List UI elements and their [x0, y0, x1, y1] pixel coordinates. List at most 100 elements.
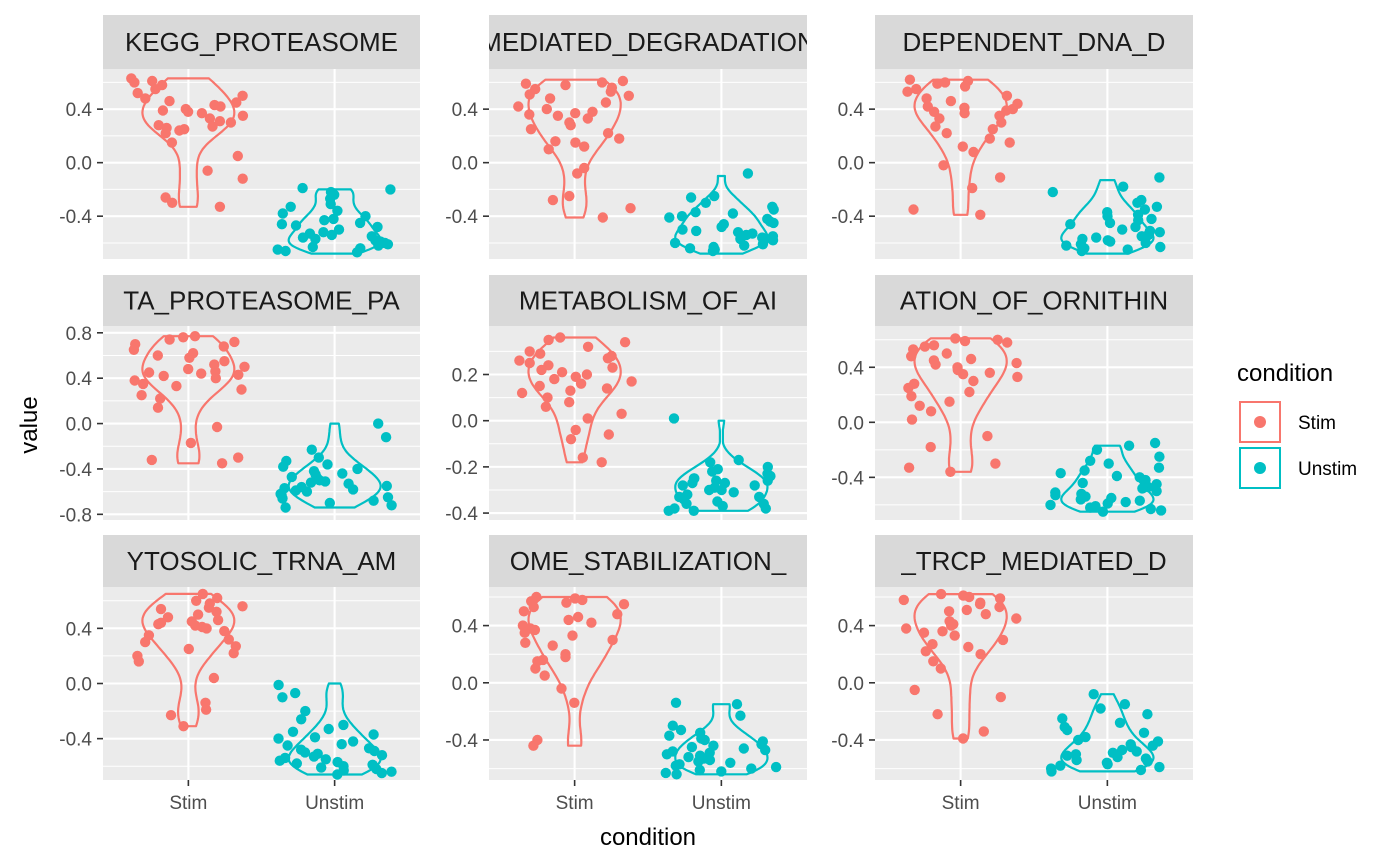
data-point-unstim	[280, 502, 291, 513]
data-point-stim	[570, 137, 581, 148]
data-point-unstim	[332, 769, 343, 780]
data-point-unstim	[1140, 237, 1151, 249]
y-tick-label: 0.0	[838, 154, 864, 175]
facet-strip	[489, 15, 807, 69]
data-point-stim	[901, 623, 912, 634]
data-point-unstim	[1091, 232, 1102, 243]
data-point-unstim	[707, 245, 719, 257]
facet-panel-6: ATION_OF_ORNITHIN 0.4 0.0 -0.4	[831, 275, 1193, 520]
data-point-stim	[166, 137, 178, 148]
data-point-stim	[233, 452, 244, 463]
data-point-stim	[908, 204, 919, 215]
y-tick-label: 0.4	[838, 100, 865, 121]
data-point-unstim	[1045, 499, 1056, 511]
data-point-stim	[957, 733, 969, 744]
data-point-stim	[129, 375, 140, 386]
data-point-stim	[540, 401, 552, 412]
facet-panel-7: YTOSOLIC_TRNA_AM 0.4 0.0 -0.4 Stim Unstim	[59, 535, 420, 814]
legend-entry-unstim: Unstim	[1237, 445, 1357, 491]
data-point-unstim	[1154, 172, 1165, 183]
data-point-stim	[228, 648, 239, 659]
data-point-stim	[543, 144, 554, 155]
data-point-stim	[162, 612, 174, 623]
data-point-stim	[968, 375, 979, 387]
data-point-unstim	[285, 201, 296, 212]
data-point-stim	[614, 133, 625, 144]
data-point-stim	[196, 368, 207, 379]
data-point-stim	[132, 87, 143, 99]
violin-unstim	[287, 188, 382, 255]
data-point-stim	[157, 105, 169, 116]
data-point-stim	[530, 663, 541, 674]
data-point-unstim	[381, 480, 392, 492]
data-point-stim	[935, 663, 946, 674]
data-point-stim	[967, 182, 978, 194]
data-point-unstim	[301, 486, 313, 497]
data-point-stim	[600, 97, 612, 108]
data-point-stim	[567, 630, 578, 641]
data-point-stim	[208, 672, 220, 684]
data-point-stim	[941, 348, 952, 359]
facet-strip-label: ATION_OF_ORNITHIN	[900, 286, 1168, 316]
data-point-unstim	[385, 184, 396, 195]
data-point-stim	[178, 721, 189, 732]
data-point-stim	[987, 124, 998, 135]
data-point-unstim	[727, 208, 739, 219]
data-point-unstim	[668, 413, 680, 424]
data-point-unstim	[1135, 764, 1147, 776]
data-point-stim	[146, 454, 157, 466]
y-tick-label: -0.4	[59, 460, 92, 481]
data-point-stim	[980, 609, 991, 620]
x-axis-title: condition	[600, 824, 696, 851]
data-point-unstim	[319, 215, 330, 226]
data-point-stim	[528, 740, 539, 751]
data-point-stim	[147, 75, 158, 87]
data-point-stim	[612, 609, 623, 620]
data-point-stim	[541, 103, 552, 115]
y-tick-label: -0.4	[445, 504, 478, 525]
data-point-stim	[569, 697, 580, 708]
facet-strip	[103, 15, 420, 69]
y-tick-label: -0.4	[831, 468, 864, 489]
facet-strip	[875, 535, 1193, 587]
violin-unstim	[1060, 693, 1155, 773]
data-point-unstim	[1047, 186, 1059, 198]
data-point-stim	[914, 400, 925, 411]
data-point-stim	[565, 120, 576, 131]
facet-strip	[103, 275, 420, 326]
data-point-stim	[524, 346, 535, 357]
data-point-stim	[602, 128, 614, 139]
panel-background	[489, 69, 807, 259]
data-point-stim	[902, 86, 913, 97]
data-point-unstim	[767, 235, 779, 246]
data-point-unstim	[716, 221, 727, 233]
data-point-unstim	[369, 745, 380, 757]
facet-panel-1: KEGG_PROTEASOME 0.4 0.0 -0.4	[59, 15, 420, 259]
data-point-stim	[552, 110, 564, 122]
data-point-unstim	[309, 732, 321, 743]
data-point-unstim	[333, 224, 345, 235]
data-point-stim	[925, 441, 936, 453]
data-point-stim	[128, 344, 140, 355]
y-tick-label: 0.0	[452, 674, 478, 695]
data-point-stim	[561, 597, 572, 608]
y-tick-label: 0.0	[66, 675, 92, 696]
data-point-unstim	[664, 212, 675, 223]
data-point-stim	[239, 361, 250, 372]
data-point-unstim	[1154, 451, 1165, 462]
data-point-stim	[582, 341, 594, 352]
data-point-unstim	[322, 459, 333, 470]
facet-strip	[489, 535, 807, 587]
data-point-unstim	[1079, 465, 1090, 476]
data-point-stim	[996, 117, 1007, 128]
data-point-stim	[984, 367, 995, 378]
data-point-unstim	[380, 432, 392, 443]
data-point-unstim	[320, 754, 331, 765]
data-point-unstim	[310, 233, 321, 245]
data-point-unstim	[326, 229, 337, 241]
data-point-unstim	[386, 766, 397, 777]
data-point-unstim	[1155, 505, 1167, 516]
data-point-unstim	[735, 710, 746, 721]
data-point-stim	[563, 614, 574, 626]
data-point-unstim	[316, 762, 327, 773]
